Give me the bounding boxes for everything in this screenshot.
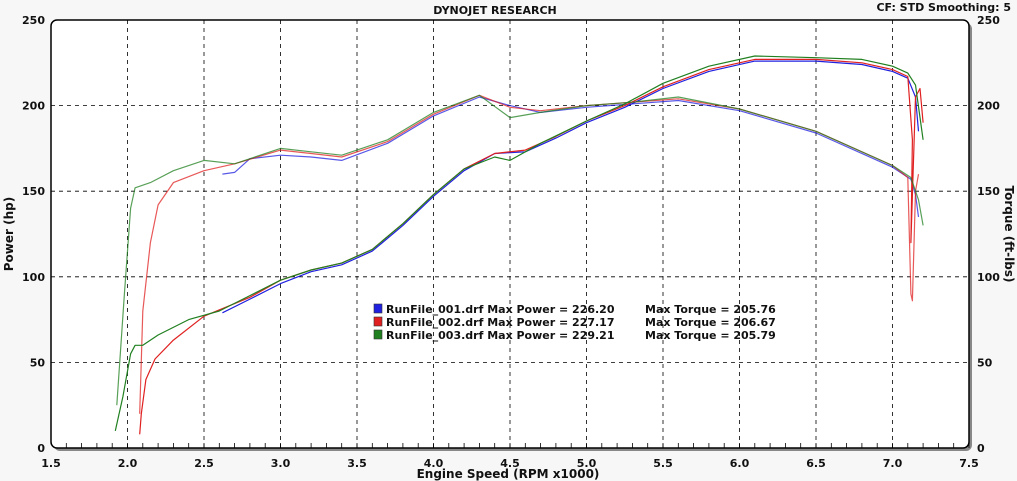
x-tick-label: 7.0 [883,457,903,470]
y-tick-label-left: 250 [22,14,45,27]
x-tick-label: 5.5 [653,457,673,470]
legend-swatch [373,329,383,340]
y-tick-label-left: 50 [30,356,46,369]
legend-swatch [373,316,383,327]
y-tick-label-left: 200 [22,100,45,113]
x-tick-label: 6.5 [806,457,826,470]
x-tick-label: 5.0 [577,457,597,470]
legend-torque-label: Max Torque = 205.76 [645,303,776,316]
x-tick-label: 3.5 [347,457,367,470]
y-tick-label-right: 250 [977,14,1000,27]
x-tick-label: 2.0 [118,457,138,470]
y-tick-label-right: 0 [977,442,985,455]
legend-file-label: RunFile_003.drf Max Power = 229.21 [386,329,615,342]
x-tick-label: 4.5 [500,457,520,470]
legend-torque-label: Max Torque = 205.79 [645,329,776,342]
x-tick-label: 4.0 [424,457,444,470]
y-tick-label-right: 200 [977,100,1000,113]
y-tick-label-left: 150 [22,185,45,198]
series-2-torque-line [139,94,920,414]
series-3-torque-line [116,94,924,406]
series-3-power-line [114,55,924,432]
series-2-power-line [139,58,924,435]
legend-file-label: RunFile_002.drf Max Power = 227.17 [386,316,615,329]
legend-file-label: RunFile_001.drf Max Power = 226.20 [386,303,615,316]
y-tick-label-left: 100 [22,271,45,284]
y-tick-label-right: 100 [977,271,1000,284]
chart-settings: CF: STD Smoothing: 5 [876,1,1011,14]
x-tick-label: 7.5 [959,457,979,470]
y-axis-label-left: Power (hp) [2,197,16,271]
x-tick-label: 6.0 [730,457,750,470]
legend-swatch [373,303,383,314]
legend-torque-label: Max Torque = 206.67 [645,316,776,329]
x-axis-label: Engine Speed (RPM x1000) [417,467,600,481]
series-1-power-line [222,60,920,314]
chart-title: DYNOJET RESEARCH [433,4,556,17]
y-tick-label-right: 150 [977,185,1000,198]
y-tick-label-right: 50 [977,356,993,369]
y-axis-label-right: Torque (ft-lbs) [1002,186,1016,283]
x-tick-label: 3.0 [271,457,291,470]
x-tick-label: 2.5 [194,457,214,470]
x-tick-label: 1.5 [41,457,61,470]
y-tick-label-left: 0 [37,442,45,455]
